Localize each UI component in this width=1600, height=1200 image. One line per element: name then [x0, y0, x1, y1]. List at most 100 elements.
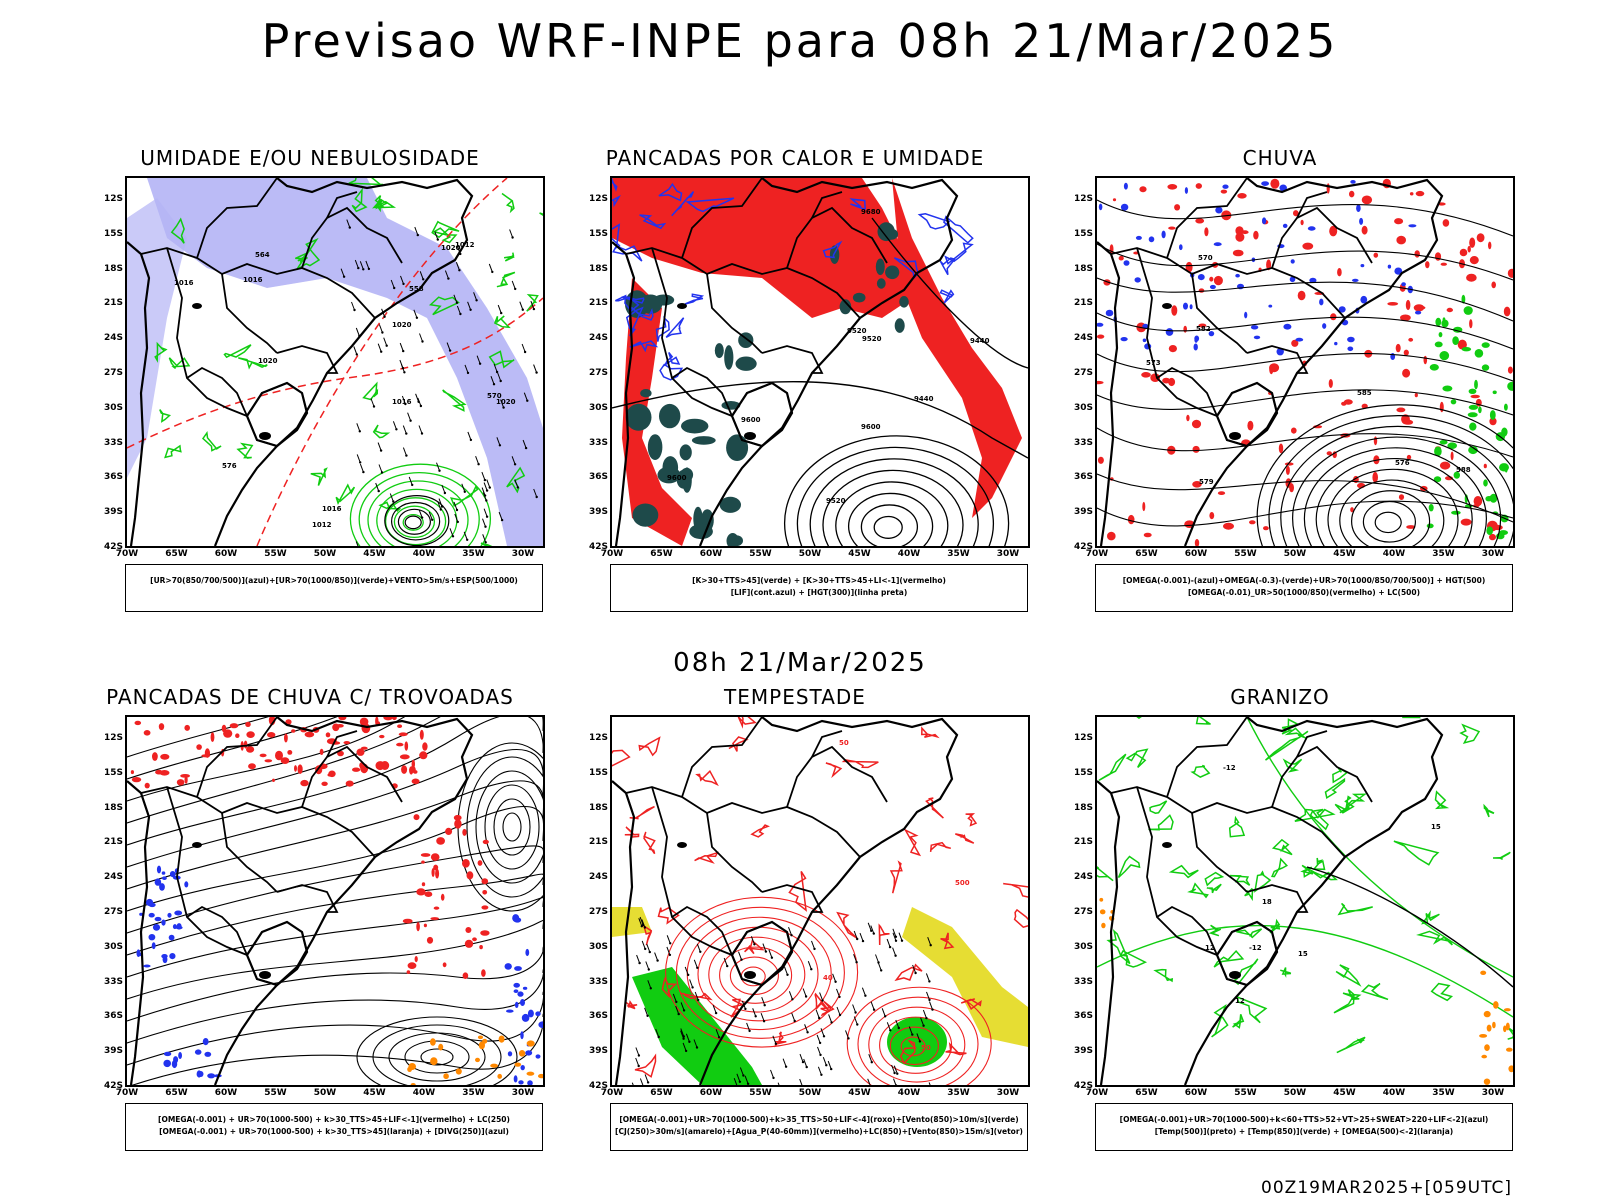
streamline: [127, 717, 338, 780]
wind-vector: [645, 961, 650, 970]
thunderstorm-area: [325, 732, 331, 738]
showers-area: [518, 1050, 526, 1057]
country-border: [1110, 247, 1346, 319]
legend-line-1: [OMEGA(-0.001)+UR>70(1000-500)+k<60+TTS>…: [1119, 1115, 1489, 1124]
convective-cell: [877, 222, 895, 242]
contour-label: 9520: [847, 327, 867, 335]
omega-area: [1261, 181, 1269, 186]
lagoon: [1229, 971, 1241, 979]
precipitable-water-contour: [1013, 908, 1028, 929]
rain-area: [1467, 245, 1471, 253]
pressure-contour: [900, 1036, 926, 1057]
streamline: [127, 717, 543, 824]
height-contour: [871, 217, 1028, 369]
thunderstorm-area: [184, 724, 190, 731]
wind-vector-head: [438, 469, 441, 472]
panel-legend: [OMEGA(-0.001)-(azul)+OMEGA(-0.3)-(verde…: [1095, 564, 1513, 612]
rain-area: [1300, 219, 1304, 226]
wind-vector-head: [455, 508, 459, 512]
longitude-label: 30W: [996, 549, 1020, 559]
rain-area: [1194, 539, 1200, 546]
high-pressure-circulation: [475, 770, 543, 884]
humidity-low-contour: [223, 344, 252, 359]
showers-area: [443, 1073, 449, 1080]
temperature-850-contour: [1281, 718, 1301, 735]
wind-vector: [736, 1073, 741, 1082]
precipitable-water-contour: [960, 998, 982, 1011]
wind-vector: [836, 988, 840, 998]
temperature-850-contour: [1402, 717, 1421, 719]
thunderstorm-area: [407, 962, 417, 969]
run-info: 00Z19MAR2025+[059UTC]: [1261, 1178, 1512, 1198]
height-contour: [1339, 479, 1445, 546]
wind-vector-head: [417, 400, 420, 403]
thunderstorm-area: [472, 937, 477, 942]
rain-area: [1403, 349, 1409, 356]
legend-line-1: [UR>70(850/700/500)](azul)+[UR>70(1000/8…: [150, 576, 518, 585]
rain-area: [1337, 268, 1342, 277]
rain-area: [1112, 198, 1117, 202]
legend-line-2: [Temp(500)](preto) + [Temp(850)](verde) …: [1154, 1127, 1454, 1136]
rain-area: [1326, 183, 1330, 194]
temperature-850-contour: [1097, 866, 1114, 882]
wind-vector-head: [820, 1073, 823, 1076]
thunderstorm-area: [430, 917, 440, 921]
temperature-850-contour: [1339, 793, 1368, 814]
omega-500-area: [1505, 1022, 1510, 1031]
wind-vector-head: [822, 1035, 826, 1038]
longitude-label: 65W: [1135, 549, 1158, 559]
wind-vector: [399, 342, 404, 352]
rain-area: [1097, 334, 1105, 339]
thunderstorm-area: [361, 723, 371, 734]
longitude-label: 50W: [798, 1088, 822, 1098]
map-panel-4: PANCADAS DE CHUVA C/ TROVOADAS 12S 15S 18S 2…: [95, 685, 545, 1160]
wind-vector: [696, 943, 701, 952]
convective-cell: [714, 343, 724, 359]
pressure-contour: [879, 1016, 953, 1074]
wind-vector: [744, 1075, 749, 1084]
height-contour: [1097, 312, 1513, 350]
wind-vector: [419, 333, 423, 342]
contour-label: 1012: [312, 521, 332, 529]
omega-area: [1134, 277, 1141, 283]
rain-area: [1097, 456, 1104, 464]
wind-vector: [827, 1060, 832, 1070]
rain-area: [1503, 306, 1511, 317]
wind-vector: [715, 1029, 720, 1038]
wind-vector: [370, 398, 375, 407]
lifted-index-contour: [655, 316, 670, 342]
divergence-area: [204, 1051, 212, 1057]
wind-vector: [803, 1058, 808, 1068]
omega-area: [1189, 304, 1193, 310]
latitude-label: 21S: [588, 298, 608, 309]
low-pressure-circulation: [404, 1040, 470, 1074]
humidity-low-contour: [496, 271, 516, 288]
omega-area: [1360, 264, 1365, 268]
latitude-label: 30S: [103, 941, 123, 952]
latitude-label: 33S: [1073, 437, 1093, 448]
temperature-850-contour: [1211, 1003, 1229, 1038]
height-contour: [1097, 199, 1513, 237]
wind-vector: [346, 219, 351, 228]
rain-area: [1209, 512, 1215, 520]
wind-vector: [365, 260, 370, 270]
wind-vector-head: [818, 1041, 822, 1045]
strong-omega-area: [1485, 496, 1492, 502]
thunderstorm-area: [477, 860, 483, 866]
contour-label: 500: [955, 879, 970, 887]
longitude-label: 45W: [1333, 1088, 1356, 1098]
wind-vector-head: [900, 939, 904, 942]
thunderstorm-area: [268, 717, 276, 726]
wind-vector: [511, 280, 516, 290]
streamline: [127, 805, 543, 912]
temperature-850-contour: [1280, 967, 1292, 978]
wind-vector-head: [499, 379, 502, 383]
precipitable-water-contour: [841, 759, 879, 769]
humidity-low-contour: [335, 483, 356, 505]
wind-vector: [822, 1057, 827, 1066]
cyclone-contour: [393, 505, 436, 539]
rain-area: [1396, 235, 1406, 245]
wind-vector-head: [514, 287, 517, 291]
contour-label: 558: [409, 285, 424, 293]
lifted-index-contour: [631, 307, 654, 321]
